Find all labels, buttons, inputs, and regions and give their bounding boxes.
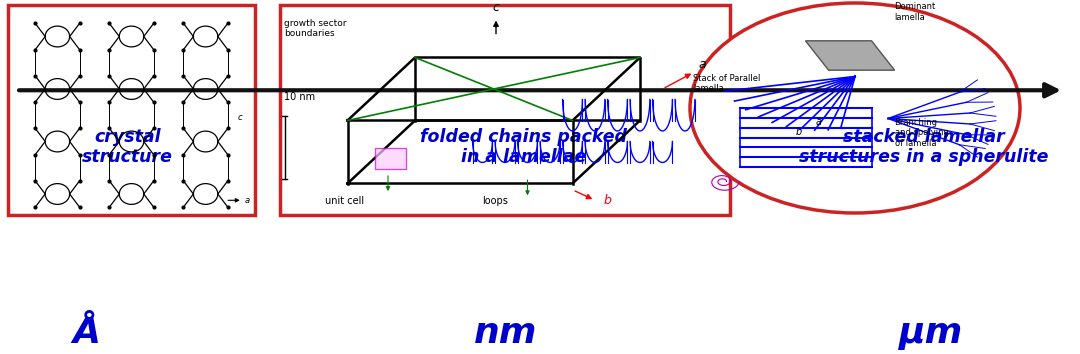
- Text: Branching
and spalying
of lamella: Branching and spalying of lamella: [894, 118, 948, 148]
- Text: a: a: [815, 117, 822, 127]
- Text: nm: nm: [474, 316, 537, 350]
- Text: a: a: [245, 196, 251, 205]
- Text: unit cell: unit cell: [325, 196, 364, 206]
- Ellipse shape: [690, 3, 1020, 213]
- Text: Å: Å: [72, 316, 100, 350]
- Bar: [280, 5, 730, 215]
- Polygon shape: [806, 41, 894, 70]
- Text: stacked lamellar
structures in a spherulite: stacked lamellar structures in a spherul…: [799, 127, 1048, 166]
- Text: crystal
structure: crystal structure: [82, 127, 173, 166]
- Text: μm: μm: [899, 316, 963, 350]
- Bar: [375, 148, 406, 169]
- Text: c: c: [492, 1, 499, 14]
- Bar: [8, 5, 255, 215]
- Text: c: c: [238, 114, 242, 122]
- Text: growth sector
boundaries: growth sector boundaries: [284, 19, 347, 39]
- Text: b: b: [604, 194, 612, 207]
- Text: Dominant
lamella: Dominant lamella: [894, 2, 936, 22]
- Text: a: a: [699, 58, 706, 71]
- Text: folded chains packed
in a lamellae: folded chains packed in a lamellae: [420, 127, 627, 166]
- Text: 10 nm: 10 nm: [284, 91, 315, 102]
- Text: Stack of Parallel
lamella: Stack of Parallel lamella: [693, 74, 760, 93]
- Text: loops: loops: [483, 196, 509, 206]
- Text: b: b: [796, 127, 801, 137]
